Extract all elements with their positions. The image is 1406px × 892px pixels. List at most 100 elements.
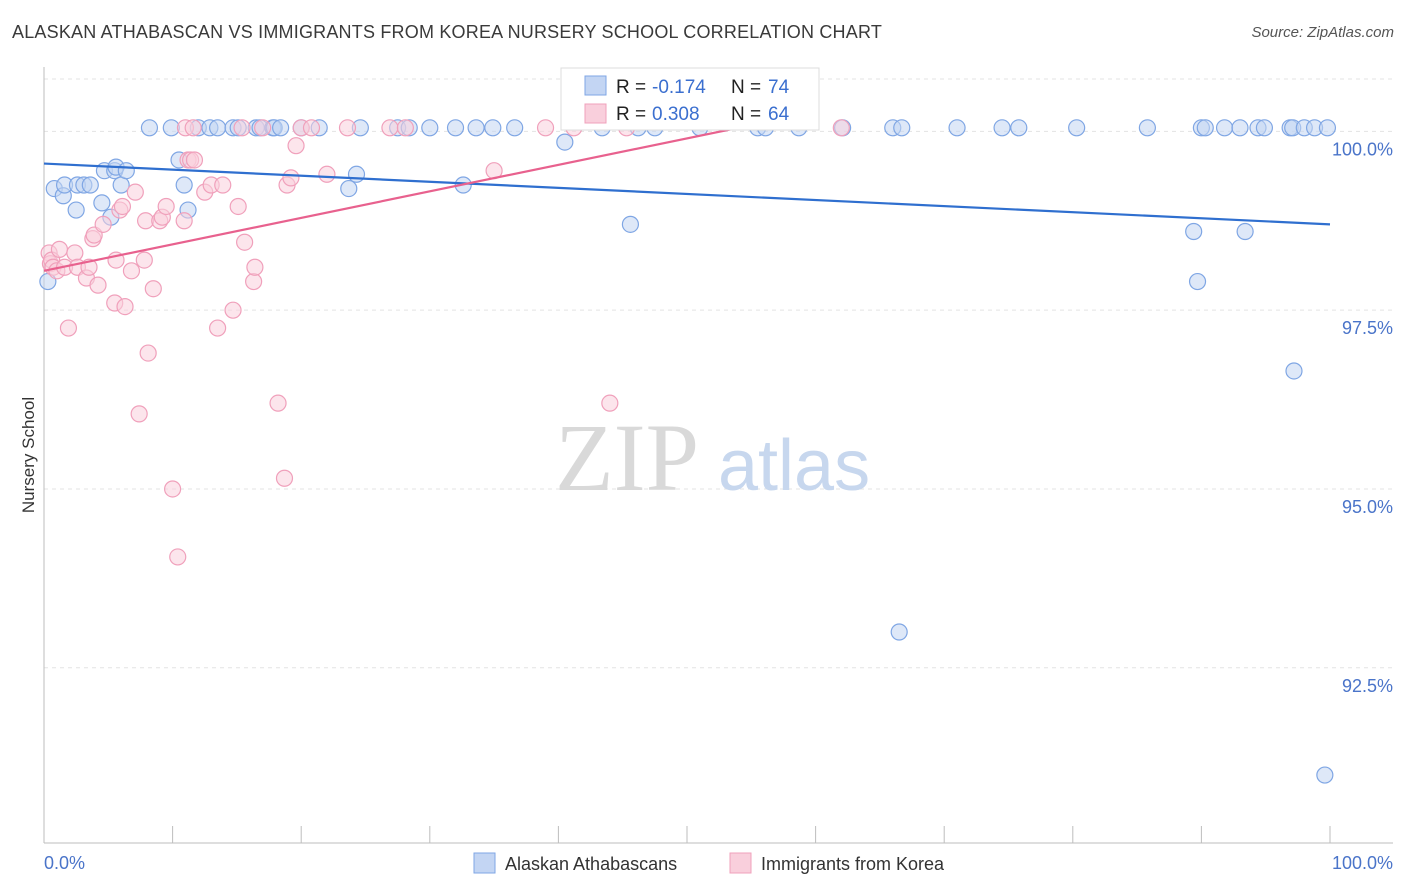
korea-point-31 — [164, 480, 182, 498]
legend-swatch-athabascan[interactable] — [473, 852, 496, 874]
korea-point-30 — [157, 197, 175, 216]
korea-point-20 — [116, 297, 134, 316]
athabascan-point-43 — [556, 133, 574, 151]
series-immigrants-korea-points — [40, 119, 850, 566]
stats-n-label-1: N = — [731, 77, 761, 98]
athabascan-point-57 — [993, 119, 1011, 137]
series-alaskan-athabascans-points — [39, 119, 1337, 784]
korea-point-51 — [275, 469, 294, 487]
korea-point-19 — [113, 197, 132, 216]
korea-point-27 — [144, 280, 162, 298]
athabascan-point-33 — [347, 165, 366, 183]
korea-point-50 — [269, 394, 287, 412]
athabascan-point-45 — [621, 215, 640, 233]
stats-r-label-2: R = — [616, 104, 646, 125]
legend-label-korea[interactable]: Immigrants from Korea — [761, 854, 945, 874]
stats-r-label-1: R = — [616, 77, 646, 98]
korea-point-44 — [229, 197, 247, 216]
trend-line-korea — [43, 126, 739, 272]
stats-r-value-2: 0.308 — [652, 104, 700, 125]
athabascan-point-67 — [1236, 222, 1254, 241]
trend-line-athabascan — [43, 162, 1331, 226]
stats-box: R = -0.174 N = 74 R = 0.308 N = 64 — [560, 67, 820, 131]
korea-point-60 — [396, 119, 414, 137]
korea-point-57 — [318, 165, 336, 183]
korea-point-45 — [233, 119, 251, 137]
x-tick-label-right: 100.0% — [1332, 853, 1393, 873]
athabascan-point-56 — [948, 119, 966, 137]
athabascan-point-22 — [209, 119, 227, 137]
stats-n-label-2: N = — [731, 104, 761, 125]
y-tick-labels: 100.0% 97.5% 95.0% 92.5% — [1332, 139, 1393, 695]
athabascan-point-66 — [1231, 119, 1249, 137]
chart-title: ALASKAN ATHABASCAN VS IMMIGRANTS FROM KO… — [12, 22, 883, 42]
korea-point-22 — [126, 183, 144, 201]
athabascan-point-8 — [93, 194, 111, 212]
athabascan-point-58 — [1010, 119, 1028, 137]
stats-r-value-1: -0.174 — [652, 77, 706, 98]
athabascan-point-29 — [272, 119, 290, 137]
legend-label-athabascan[interactable]: Alaskan Athabascans — [505, 854, 677, 874]
korea-point-15 — [94, 215, 112, 233]
stats-n-value-2: 64 — [768, 104, 790, 125]
athabascan-point-18 — [175, 176, 193, 194]
athabascan-point-15 — [140, 119, 159, 137]
korea-point-41 — [209, 319, 227, 337]
athabascan-point-32 — [340, 179, 358, 198]
watermark-zip: ZIP — [555, 404, 699, 511]
y-tick-label-2: 95.0% — [1342, 497, 1393, 517]
korea-point-46 — [236, 233, 254, 251]
korea-point-33 — [175, 212, 193, 230]
gridlines — [44, 78, 1393, 669]
source-label: Source: ZipAtlas.com — [1251, 24, 1394, 41]
athabascan-point-69 — [1255, 119, 1274, 137]
athabascan-point-14 — [117, 162, 135, 180]
korea-point-7 — [59, 319, 78, 337]
stats-swatch-athabascan — [584, 75, 607, 96]
y-axis-label: Nursery School — [19, 397, 38, 513]
korea-point-8 — [66, 244, 84, 262]
athabascan-point-65 — [1215, 119, 1234, 137]
y-tick-label-3: 92.5% — [1342, 676, 1393, 696]
korea-point-47 — [245, 272, 263, 291]
athabascan-point-60 — [1138, 119, 1156, 137]
korea-point-58 — [338, 119, 357, 137]
axes — [43, 67, 1393, 844]
athabascan-point-61 — [1185, 222, 1203, 241]
korea-point-43 — [224, 301, 242, 319]
athabascan-point-4 — [67, 201, 85, 219]
athabascan-point-76 — [1318, 119, 1337, 137]
korea-point-32 — [169, 548, 187, 566]
stats-n-value-1: 74 — [768, 77, 790, 98]
athabascan-point-40 — [467, 119, 485, 137]
athabascan-point-75 — [1316, 766, 1334, 784]
korea-point-48 — [246, 258, 264, 276]
y-tick-label-0: 100.0% — [1332, 139, 1393, 159]
korea-point-42 — [214, 176, 232, 194]
athabascan-point-42 — [506, 119, 524, 137]
korea-point-59 — [381, 119, 399, 137]
trend-lines — [43, 126, 1331, 272]
korea-point-49 — [254, 119, 272, 137]
korea-point-5 — [50, 240, 69, 258]
athabascan-point-62 — [1188, 272, 1207, 291]
korea-point-56 — [302, 119, 321, 137]
athabascan-point-54 — [890, 623, 908, 641]
korea-point-37 — [184, 119, 202, 137]
stats-swatch-korea — [584, 103, 607, 124]
legend-swatch-korea[interactable] — [729, 852, 752, 874]
korea-point-23 — [130, 405, 148, 423]
korea-point-14 — [89, 276, 107, 294]
athabascan-point-64 — [1196, 119, 1214, 137]
korea-point-64 — [601, 394, 619, 412]
y-tick-label-1: 97.5% — [1342, 318, 1393, 338]
x-tick-label-left: 0.0% — [44, 853, 85, 873]
athabascan-point-13 — [112, 176, 130, 194]
korea-point-54 — [287, 137, 305, 155]
athabascan-point-7 — [81, 176, 99, 194]
athabascan-point-59 — [1068, 119, 1086, 137]
korea-point-26 — [139, 344, 157, 362]
korea-point-38 — [185, 151, 204, 169]
athabascan-point-37 — [421, 119, 439, 137]
athabascan-point-72 — [1285, 362, 1303, 380]
